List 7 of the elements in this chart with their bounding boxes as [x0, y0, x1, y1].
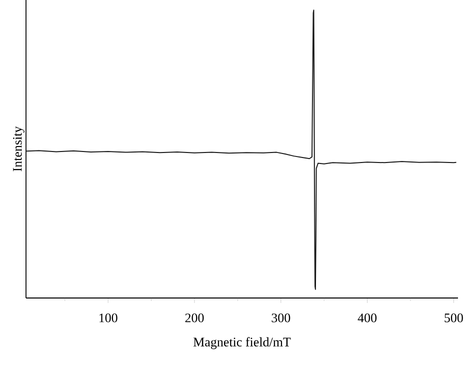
y-axis-title: Intensity: [13, 126, 24, 172]
x-axis-title: Magnetic field/mT: [193, 337, 291, 350]
x-tick-label: 400: [358, 314, 377, 322]
x-tick-label: 300: [272, 314, 290, 322]
x-tick-label: 500: [444, 314, 463, 322]
x-tick-label: 100: [99, 314, 118, 322]
x-tick-label: 200: [185, 314, 204, 322]
